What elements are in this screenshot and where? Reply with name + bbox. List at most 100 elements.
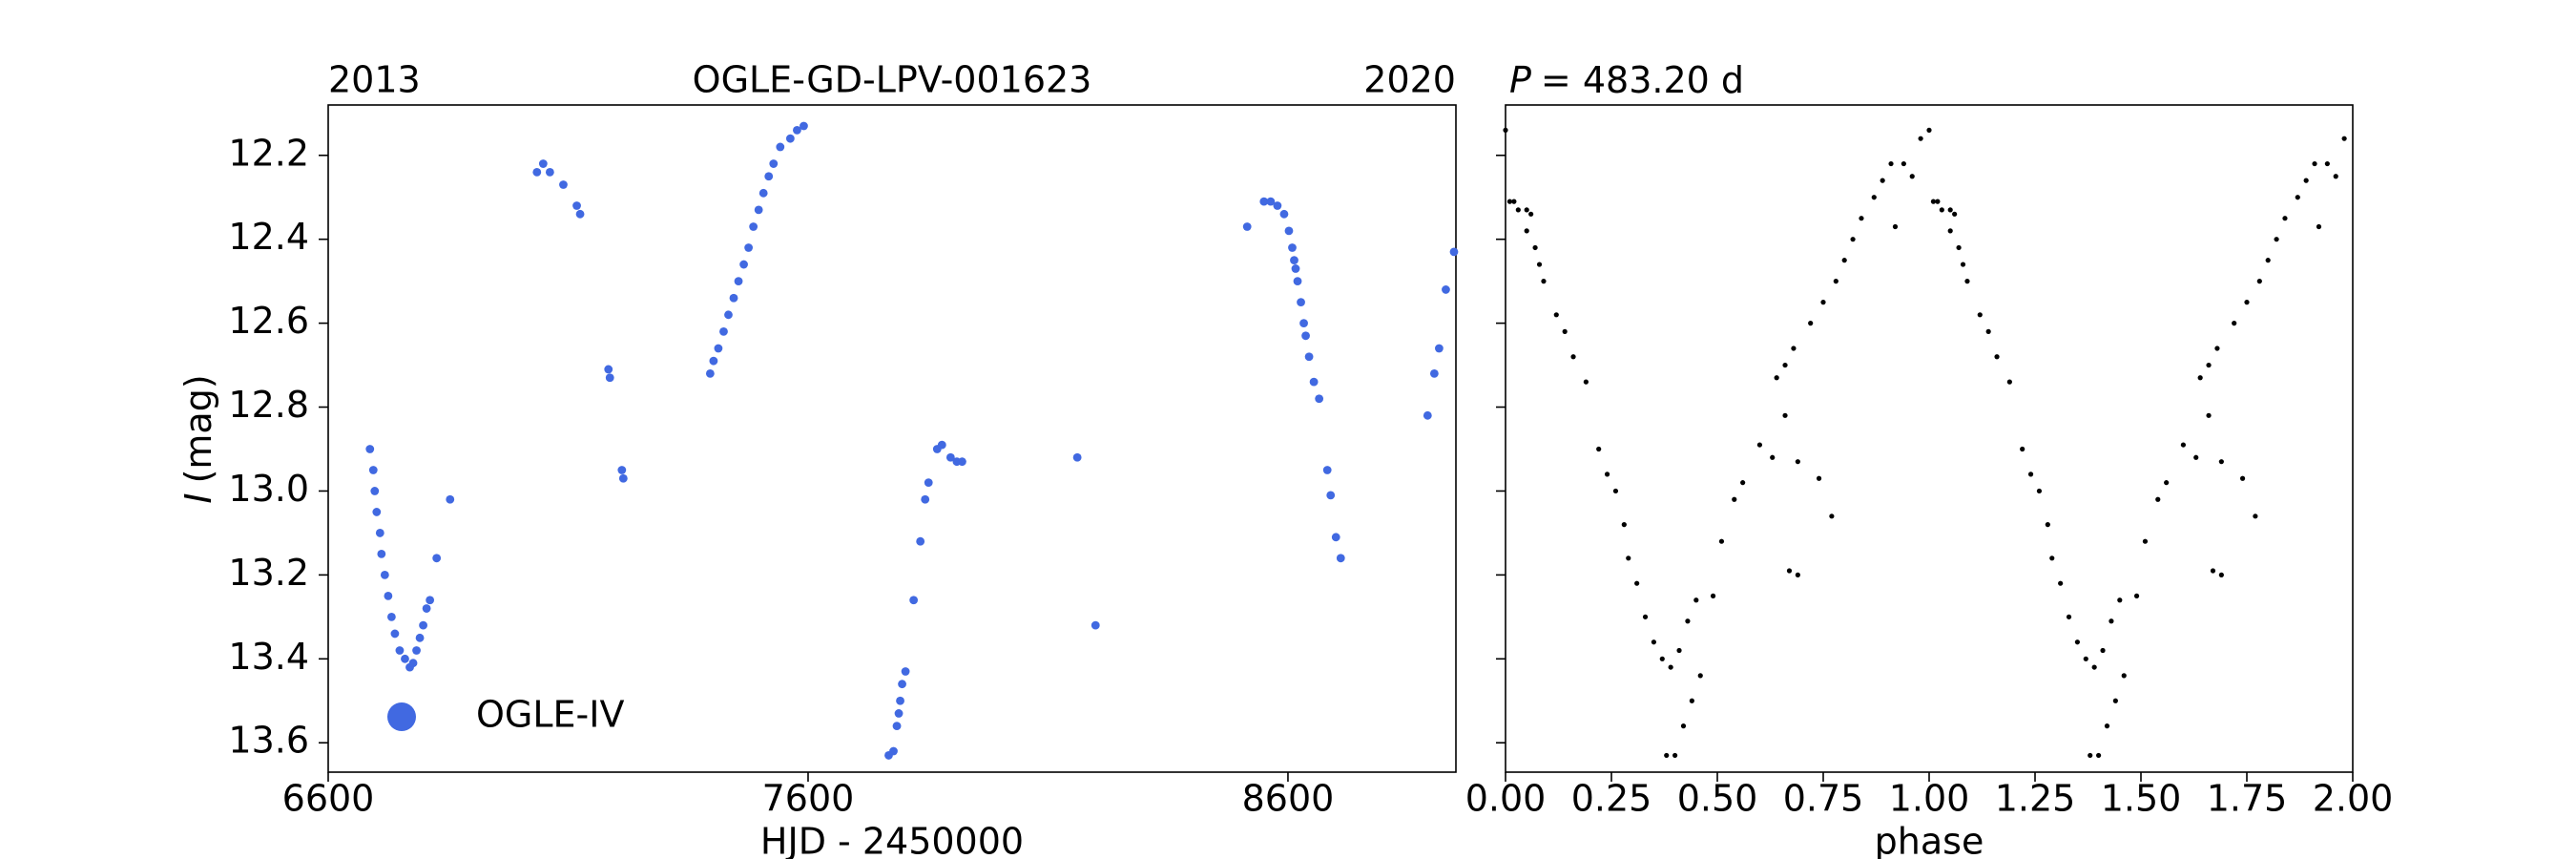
- data-point: [604, 365, 613, 374]
- data-point: [1626, 555, 1631, 561]
- data-point: [1782, 362, 1788, 368]
- data-point: [1659, 656, 1665, 661]
- period-label: P = 483.20 d: [1509, 59, 1744, 101]
- data-point: [1947, 207, 1953, 213]
- data-point: [1288, 243, 1297, 252]
- data-point: [793, 125, 801, 135]
- data-point: [729, 293, 738, 303]
- data-point: [1297, 298, 1305, 307]
- data-point: [2214, 346, 2220, 351]
- data-point: [1820, 300, 1826, 305]
- data-point: [1091, 620, 1100, 630]
- data-point: [2096, 752, 2102, 759]
- data-point: [446, 494, 455, 504]
- data-point: [800, 121, 808, 131]
- data-point: [1570, 354, 1576, 360]
- data-point: [1888, 160, 1894, 167]
- data-point: [1583, 379, 1589, 385]
- x-tick-label: 6600: [282, 778, 375, 820]
- x-tick-label: 1.00: [1889, 778, 1970, 820]
- data-point: [1774, 375, 1779, 381]
- y-axis-symbol: I: [177, 492, 219, 503]
- legend-marker: [387, 702, 416, 731]
- data-point: [1449, 247, 1459, 257]
- data-point: [1511, 199, 1517, 204]
- x-tick-label: 1.25: [1995, 778, 2076, 820]
- data-point: [2295, 195, 2300, 200]
- data-point: [1532, 244, 1538, 251]
- data-point: [2164, 480, 2170, 486]
- data-point: [1956, 244, 1962, 251]
- data-point: [1841, 258, 1847, 263]
- data-point: [1524, 207, 1529, 213]
- data-point: [1964, 279, 1970, 284]
- data-point: [1562, 328, 1568, 334]
- data-point: [2066, 614, 2072, 619]
- data-point: [1290, 256, 1298, 265]
- data-point: [1880, 178, 1885, 183]
- data-point: [724, 310, 733, 320]
- data-point: [617, 466, 627, 474]
- data-point: [532, 167, 542, 177]
- data-point: [1279, 209, 1289, 219]
- x-tick-label: 2.00: [2313, 778, 2394, 820]
- data-point: [408, 659, 418, 668]
- data-point: [538, 159, 548, 168]
- data-point: [1786, 568, 1793, 574]
- data-point: [889, 746, 898, 756]
- x-tick-label: 0.75: [1783, 778, 1864, 820]
- y-tick-label: 12.8: [228, 384, 309, 426]
- data-point: [2036, 488, 2043, 494]
- data-point: [2253, 513, 2258, 519]
- data-point: [898, 680, 906, 689]
- data-point: [1833, 279, 1839, 284]
- data-point: [1689, 698, 1694, 703]
- data-point: [894, 709, 904, 718]
- data-point: [2193, 454, 2199, 460]
- data-point: [734, 277, 743, 286]
- data-point: [2100, 647, 2106, 654]
- data-point: [2265, 258, 2271, 263]
- data-point: [1553, 312, 1559, 318]
- data-point: [1621, 522, 1627, 528]
- data-point: [1871, 195, 1877, 200]
- data-point: [758, 188, 768, 198]
- data-point: [754, 205, 763, 215]
- data-point: [1242, 222, 1252, 231]
- data-point: [769, 159, 779, 168]
- data-point: [1336, 554, 1345, 563]
- y-axis-label: I (mag): [177, 374, 219, 503]
- right-year: 2020: [1363, 59, 1456, 101]
- data-point: [2341, 136, 2347, 141]
- data-point: [1710, 593, 1716, 598]
- y-axis-unit: (mag): [177, 374, 219, 483]
- data-point: [714, 344, 723, 353]
- x-tick-label: 0.50: [1677, 778, 1758, 820]
- data-point: [2006, 379, 2012, 385]
- data-point: [426, 596, 435, 605]
- data-point: [901, 667, 910, 676]
- data-point: [744, 243, 754, 252]
- data-point: [2027, 471, 2034, 477]
- data-point: [1685, 618, 1691, 624]
- data-point: [1939, 207, 1944, 213]
- data-point: [1423, 410, 1432, 420]
- data-point: [1651, 639, 1656, 645]
- data-point: [1301, 331, 1310, 341]
- data-point: [2232, 321, 2237, 326]
- data-point: [1299, 319, 1308, 328]
- data-point: [709, 356, 718, 366]
- data-point: [1977, 312, 1983, 318]
- data-point: [1795, 572, 1800, 577]
- data-point: [892, 722, 902, 731]
- data-point: [924, 478, 933, 488]
- data-point: [1782, 412, 1788, 418]
- data-point: [2206, 362, 2212, 368]
- data-point: [365, 445, 375, 453]
- plot-frame: [327, 104, 1457, 773]
- data-point: [395, 646, 405, 655]
- data-point: [1952, 211, 1958, 217]
- data-point: [1668, 664, 1673, 670]
- data-point: [749, 222, 758, 231]
